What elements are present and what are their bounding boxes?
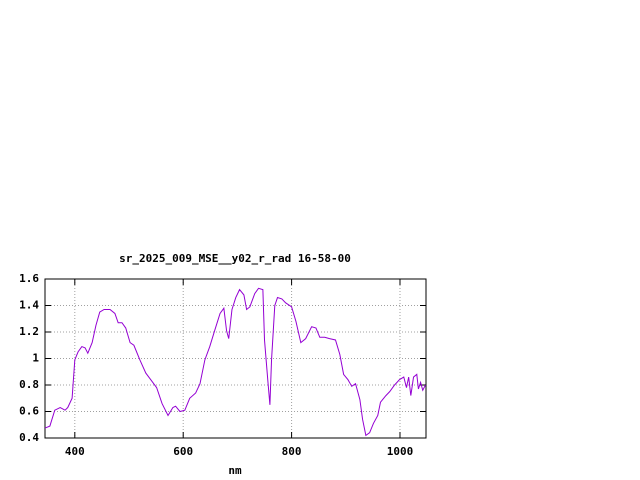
y-tick-label: 1 (32, 352, 39, 365)
y-tick-label: 0.4 (19, 431, 39, 444)
x-tick-label: 1000 (387, 445, 414, 458)
y-tick-label: 0.8 (19, 378, 39, 391)
plot-frame (44, 278, 427, 439)
chart-title: sr_2025_009_MSE__y02_r_rad 16-58-00 (119, 252, 351, 265)
data-line (44, 287, 426, 437)
x-axis-label: nm (228, 464, 242, 477)
y-tick-label: 1.6 (19, 272, 39, 285)
y-tick-label: 0.6 (19, 405, 39, 418)
x-tick-label: 400 (65, 445, 85, 458)
x-tick-label: 600 (173, 445, 193, 458)
y-tick-label: 1.2 (19, 325, 39, 338)
y-tick-label: 1.4 (19, 299, 39, 312)
x-tick-label: 800 (282, 445, 302, 458)
